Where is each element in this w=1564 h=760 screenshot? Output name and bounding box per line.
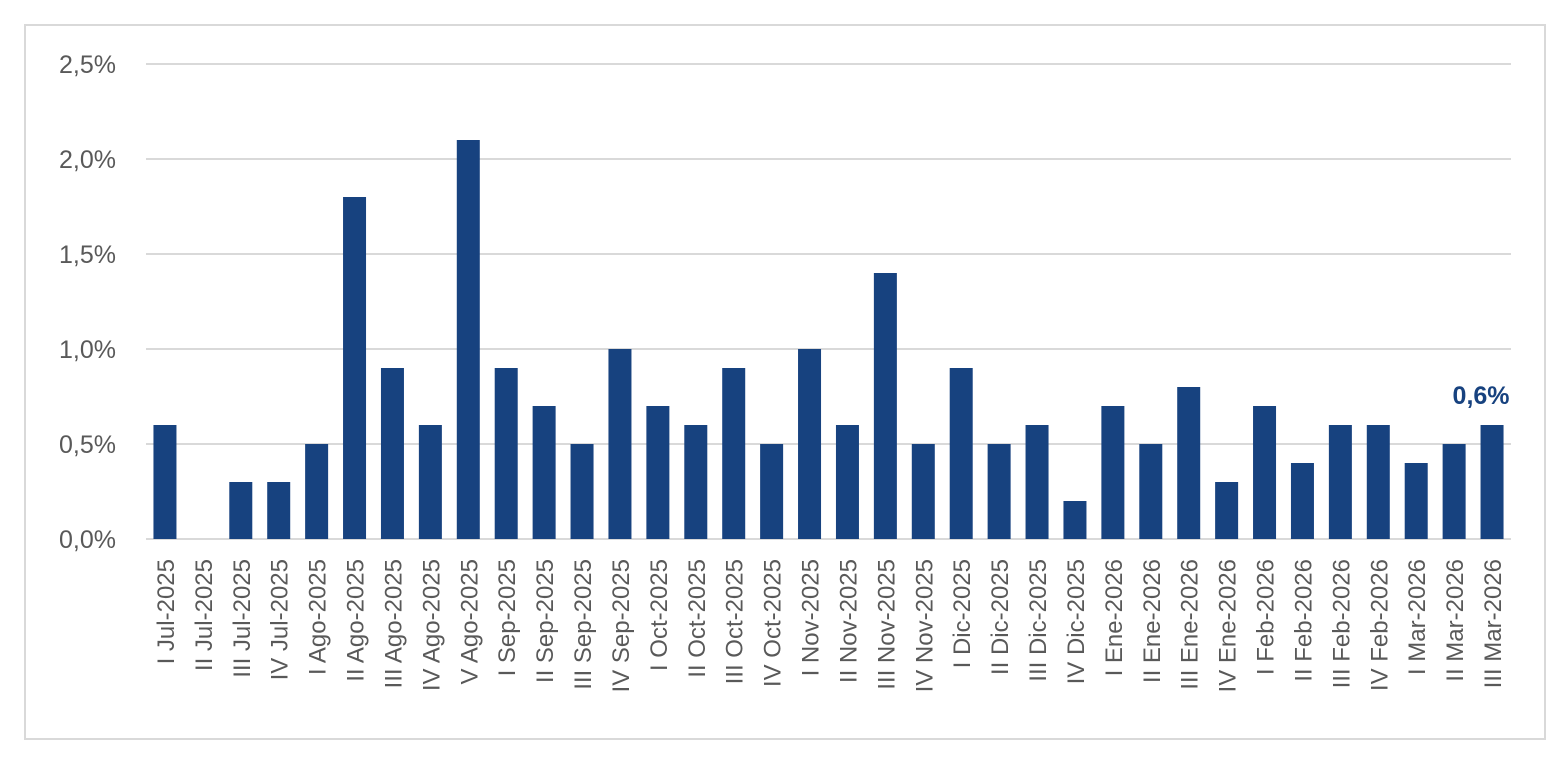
bar <box>343 197 367 539</box>
bar <box>1253 406 1277 539</box>
y-tick-label: 1,0% <box>59 336 116 364</box>
bar <box>1366 425 1390 539</box>
data-labels: 0,6% <box>1453 382 1510 410</box>
bar <box>380 368 404 539</box>
y-tick-label: 2,0% <box>59 146 116 174</box>
x-tick-label: IV Ene-2026 <box>1215 559 1242 692</box>
y-tick-label: 2,5% <box>59 51 116 79</box>
data-label: 0,6% <box>1453 382 1510 410</box>
bar <box>267 482 291 539</box>
bar <box>1328 425 1352 539</box>
y-axis-tick-labels: 0,0% 0,5% 1,0% 1,5% 2,0% 2,5% <box>59 51 116 554</box>
chart-frame: 0,0% 0,5% 1,0% 1,5% 2,0% 2,5% I Jul-2025 II Ju… <box>24 24 1546 740</box>
x-tick-label: II Feb-2026 <box>1290 559 1317 682</box>
bar <box>1404 463 1428 539</box>
x-tick-label: I Oct-2025 <box>646 559 673 671</box>
x-tick-label: IV Dic-2025 <box>1063 559 1090 684</box>
x-tick-label: III Jul-2025 <box>229 559 256 678</box>
x-tick-label: I Mar-2026 <box>1404 559 1431 675</box>
bar <box>760 444 784 539</box>
bar <box>570 444 594 539</box>
bar <box>684 425 708 539</box>
x-axis-tick-labels: I Jul-2025 II Jul-2025 III Jul-2025 IV Jul-… <box>153 559 1507 692</box>
x-tick-label: II Ago-2025 <box>343 559 370 682</box>
y-tick-label: 0,5% <box>59 431 116 459</box>
bar <box>1101 406 1125 539</box>
bar-chart: 0,0% 0,5% 1,0% 1,5% 2,0% 2,5% I Jul-2025 II Ju… <box>59 51 1511 692</box>
bar <box>418 425 442 539</box>
bar <box>305 444 329 539</box>
x-tick-label: I Dic-2025 <box>949 559 976 668</box>
x-tick-label: I Ago-2025 <box>305 559 332 675</box>
x-tick-label: IV Oct-2025 <box>760 559 787 687</box>
x-tick-label: I Jul-2025 <box>153 559 180 664</box>
bar <box>1290 463 1314 539</box>
x-tick-label: I Ene-2026 <box>1101 559 1128 676</box>
bar <box>608 349 632 539</box>
bar <box>949 368 973 539</box>
x-tick-label: I Nov-2025 <box>798 559 825 676</box>
x-tick-label: II Jul-2025 <box>191 559 218 671</box>
bar <box>798 349 822 539</box>
x-tick-label: II Ene-2026 <box>1139 559 1166 683</box>
bars <box>153 140 1504 539</box>
bar <box>722 368 746 539</box>
bar <box>835 425 859 539</box>
x-tick-label: III Oct-2025 <box>722 559 749 684</box>
bar <box>911 444 935 539</box>
y-tick-label: 1,5% <box>59 241 116 269</box>
bar <box>646 406 670 539</box>
x-tick-label: V Ago-2025 <box>456 559 483 684</box>
bar <box>1442 444 1466 539</box>
x-tick-label: I Sep-2025 <box>494 559 521 676</box>
x-tick-label: IV Jul-2025 <box>267 559 294 680</box>
x-tick-label: IV Ago-2025 <box>418 559 445 691</box>
bar <box>1480 425 1504 539</box>
bar <box>153 425 177 539</box>
x-tick-label: III Mar-2026 <box>1480 559 1507 688</box>
gridlines <box>146 63 1511 540</box>
bar <box>229 482 253 539</box>
bar <box>1139 444 1163 539</box>
x-tick-label: IV Nov-2025 <box>911 559 938 692</box>
x-tick-label: II Sep-2025 <box>532 559 559 683</box>
bar <box>1177 387 1201 539</box>
x-tick-label: II Oct-2025 <box>684 559 711 678</box>
y-tick-label: 0,0% <box>59 526 116 554</box>
bar <box>873 273 897 539</box>
bar <box>1215 482 1239 539</box>
x-tick-label: II Dic-2025 <box>987 559 1014 675</box>
bar <box>987 444 1011 539</box>
x-tick-label: III Ago-2025 <box>380 559 407 688</box>
bar <box>532 406 556 539</box>
x-tick-label: IV Sep-2025 <box>608 559 635 692</box>
x-tick-label: III Dic-2025 <box>1025 559 1052 682</box>
bar <box>1063 501 1087 539</box>
x-tick-label: I Feb-2026 <box>1253 559 1280 675</box>
bar <box>1025 425 1049 539</box>
x-tick-label: IV Feb-2026 <box>1366 559 1393 691</box>
x-tick-label: III Ene-2026 <box>1177 559 1204 690</box>
x-tick-label: II Mar-2026 <box>1442 559 1469 682</box>
x-tick-label: III Sep-2025 <box>570 559 597 690</box>
x-tick-label: III Feb-2026 <box>1328 559 1355 688</box>
bar <box>494 368 518 539</box>
x-tick-label: III Nov-2025 <box>873 559 900 690</box>
x-tick-label: II Nov-2025 <box>835 559 862 683</box>
bar <box>456 140 480 539</box>
